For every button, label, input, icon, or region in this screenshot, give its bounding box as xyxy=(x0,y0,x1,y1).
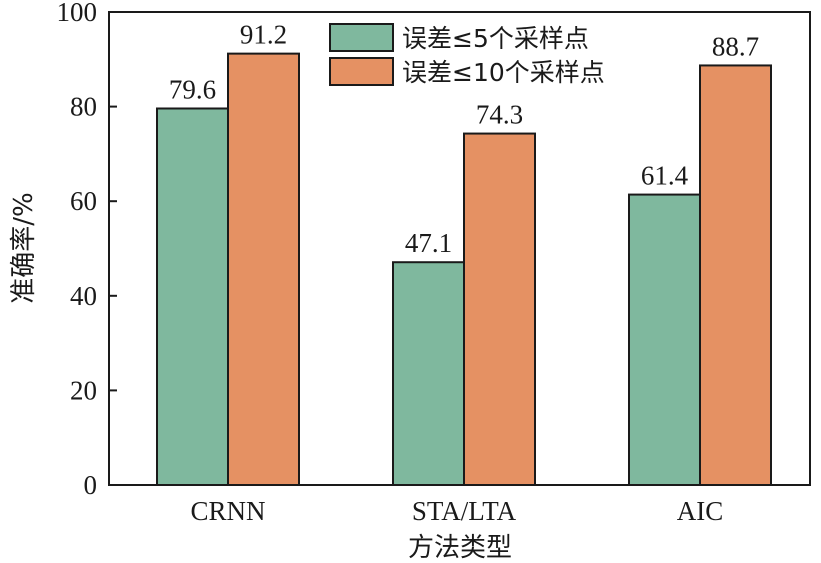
data-label: 47.1 xyxy=(405,228,452,258)
legend-label: 误差≤10个采样点 xyxy=(402,58,605,87)
x-axis-ticks: CRNN STA/LTA AIC xyxy=(190,477,723,526)
x-tick-label: CRNN xyxy=(190,496,265,526)
data-label: 88.7 xyxy=(712,31,759,61)
y-tick-label: 40 xyxy=(70,281,97,311)
bar-err5-aic xyxy=(628,193,701,486)
y-tick-label: 100 xyxy=(57,0,98,27)
bar-err10-crnn xyxy=(227,52,300,487)
y-tick-label: 20 xyxy=(70,375,97,405)
x-tick-label: AIC xyxy=(677,496,724,526)
x-axis-label: 方法类型 xyxy=(408,533,512,563)
y-tick-label: 80 xyxy=(70,92,97,122)
y-tick-label: 0 xyxy=(84,470,98,500)
y-tick-label: 60 xyxy=(70,186,97,216)
value-labels-layer: 79.6 91.2 47.1 74.3 61.4 88.7 xyxy=(169,20,759,259)
legend-label: 误差≤5个采样点 xyxy=(402,24,589,53)
data-label: 74.3 xyxy=(476,100,523,130)
plot-frame xyxy=(108,11,811,486)
bar-err10-sta-lta xyxy=(463,132,536,486)
bars-layer xyxy=(156,52,772,487)
x-tick-label: STA/LTA xyxy=(412,496,517,526)
legend-swatch xyxy=(329,57,394,86)
bar-err5-crnn xyxy=(156,107,229,486)
y-axis-ticks: 0 20 40 60 80 100 xyxy=(57,0,117,500)
y-axis-label: 准确率/% xyxy=(9,192,39,303)
data-label: 61.4 xyxy=(641,161,689,191)
data-label: 91.2 xyxy=(240,20,287,50)
bar-err10-aic xyxy=(699,64,772,486)
data-label: 79.6 xyxy=(169,74,216,104)
bar-err5-sta-lta xyxy=(392,261,465,487)
legend-swatch xyxy=(329,23,394,52)
